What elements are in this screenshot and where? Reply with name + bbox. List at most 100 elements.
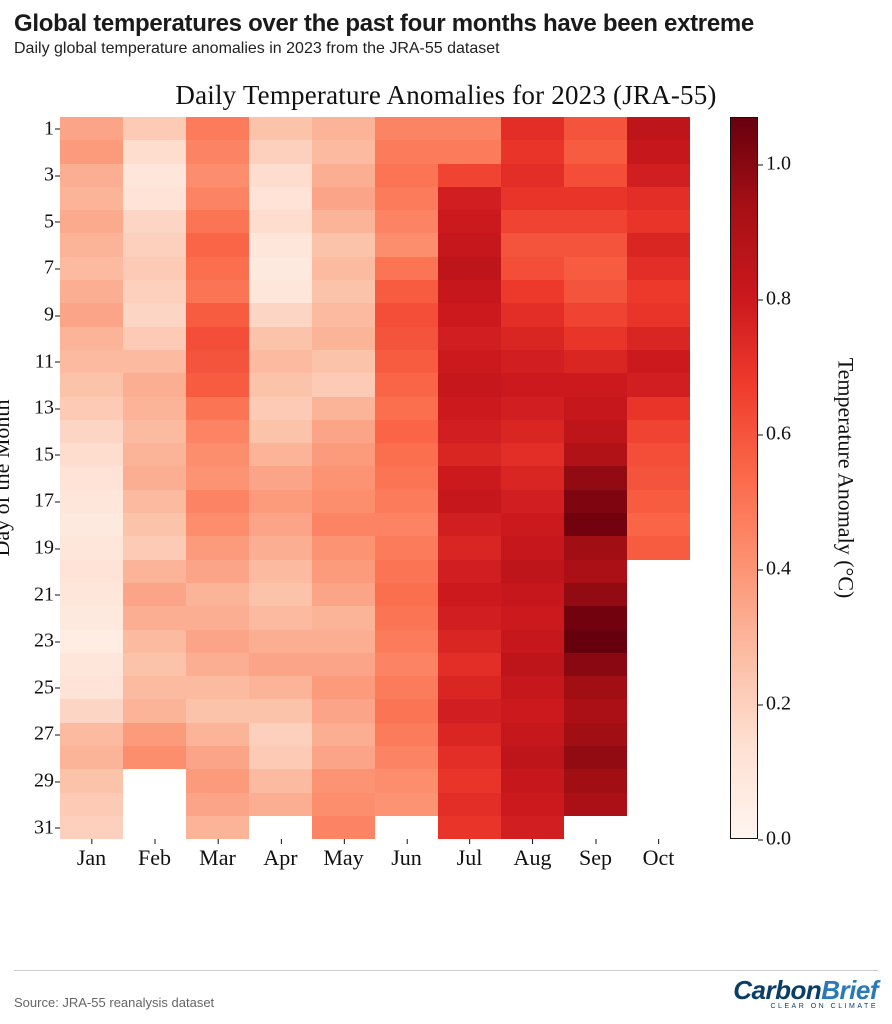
heatmap-cell xyxy=(186,140,249,163)
heatmap-cell xyxy=(123,420,186,443)
heatmap-cell xyxy=(501,490,564,513)
heatmap-cell xyxy=(564,280,627,303)
heatmap-cell xyxy=(186,373,249,396)
heatmap-cell xyxy=(501,117,564,140)
heatmap-cell xyxy=(60,443,123,466)
y-tick: 31 xyxy=(34,816,54,839)
heatmap-cell xyxy=(438,723,501,746)
x-tick: Oct xyxy=(643,845,675,871)
heatmap-cell xyxy=(564,373,627,396)
heatmap-cell xyxy=(375,257,438,280)
subhead: Daily global temperature anomalies in 20… xyxy=(14,40,878,58)
heatmap-cell xyxy=(123,676,186,699)
heatmap-cell xyxy=(123,187,186,210)
heatmap-cell xyxy=(501,560,564,583)
heatmap-cell xyxy=(249,420,312,443)
heatmap-cell xyxy=(312,443,375,466)
heatmap-cell xyxy=(123,280,186,303)
heatmap-cell xyxy=(186,513,249,536)
heatmap-cell xyxy=(186,303,249,326)
heatmap-cell xyxy=(438,397,501,420)
heatmap-cell xyxy=(123,490,186,513)
heatmap-cell xyxy=(375,630,438,653)
heatmap-cell xyxy=(375,187,438,210)
y-tick: 25 xyxy=(34,676,54,699)
heatmap-cell xyxy=(627,420,690,443)
y-tick: 15 xyxy=(34,443,54,466)
heatmap-cell xyxy=(186,699,249,722)
heatmap-cell xyxy=(186,257,249,280)
heatmap-cell xyxy=(123,513,186,536)
heatmap-cell xyxy=(249,513,312,536)
x-tick: May xyxy=(323,845,363,871)
heatmap-cell xyxy=(564,793,627,816)
heatmap-cell xyxy=(501,746,564,769)
heatmap-cell xyxy=(564,606,627,629)
heatmap-cell xyxy=(564,164,627,187)
heatmap-cell xyxy=(60,490,123,513)
heatmap-cell xyxy=(249,793,312,816)
heatmap-cell xyxy=(60,233,123,256)
heatmap-cell xyxy=(249,373,312,396)
heatmap-cell xyxy=(501,140,564,163)
heatmap-cell xyxy=(186,397,249,420)
heatmap-cell xyxy=(123,630,186,653)
heatmap-chart: Daily Temperature Anomalies for 2023 (JR… xyxy=(14,80,878,910)
heatmap-cell xyxy=(186,164,249,187)
heatmap-cell xyxy=(375,513,438,536)
y-tick: 21 xyxy=(34,583,54,606)
x-tick: Sep xyxy=(579,845,612,871)
heatmap-cell xyxy=(564,233,627,256)
heatmap-cell xyxy=(186,280,249,303)
heatmap-cell xyxy=(249,606,312,629)
x-axis-ticks: JanFebMarAprMayJunJulAugSepOct xyxy=(60,839,690,879)
heatmap-cell xyxy=(564,443,627,466)
heatmap-cell xyxy=(627,140,690,163)
heatmap-cell xyxy=(501,164,564,187)
heatmap-cell xyxy=(564,560,627,583)
heatmap-cell xyxy=(60,303,123,326)
x-tick: Aug xyxy=(514,845,552,871)
heatmap-cell xyxy=(375,397,438,420)
x-tick: Jul xyxy=(457,845,483,871)
heatmap-cell xyxy=(375,490,438,513)
heatmap-cell xyxy=(186,350,249,373)
heatmap-cell xyxy=(438,350,501,373)
heatmap-cell xyxy=(60,699,123,722)
x-tick: Mar xyxy=(199,845,236,871)
heatmap-cell xyxy=(627,606,690,629)
heatmap-cell xyxy=(186,769,249,792)
heatmap-cell xyxy=(123,373,186,396)
y-axis-label: Day of the Month xyxy=(0,400,15,557)
y-tick: 1 xyxy=(44,117,54,140)
heatmap-cell xyxy=(627,397,690,420)
heatmap-cell xyxy=(564,746,627,769)
colorbar-tick: 0.8 xyxy=(766,288,791,311)
heatmap-cell xyxy=(312,630,375,653)
heatmap-cell xyxy=(438,746,501,769)
heatmap-cell xyxy=(123,303,186,326)
heatmap-cell xyxy=(438,490,501,513)
heatmap-cell xyxy=(375,653,438,676)
heatmap-cell xyxy=(312,490,375,513)
heatmap-cell xyxy=(249,117,312,140)
heatmap-cell xyxy=(564,327,627,350)
y-tick: 5 xyxy=(44,210,54,233)
heatmap-cell xyxy=(501,187,564,210)
heatmap-cell xyxy=(438,793,501,816)
heatmap-cell xyxy=(564,536,627,559)
heatmap-cell xyxy=(249,536,312,559)
heatmap-cell xyxy=(438,303,501,326)
heatmap-cell xyxy=(60,560,123,583)
heatmap-cell xyxy=(564,350,627,373)
heatmap-cell xyxy=(123,350,186,373)
heatmap-cell xyxy=(60,117,123,140)
heatmap-cell xyxy=(249,140,312,163)
heatmap-cell xyxy=(501,723,564,746)
heatmap-cell xyxy=(249,327,312,350)
heatmap-cell xyxy=(249,746,312,769)
heatmap-cell xyxy=(501,630,564,653)
heatmap-cell xyxy=(60,420,123,443)
heatmap-cell xyxy=(375,350,438,373)
heatmap-cell xyxy=(501,233,564,256)
